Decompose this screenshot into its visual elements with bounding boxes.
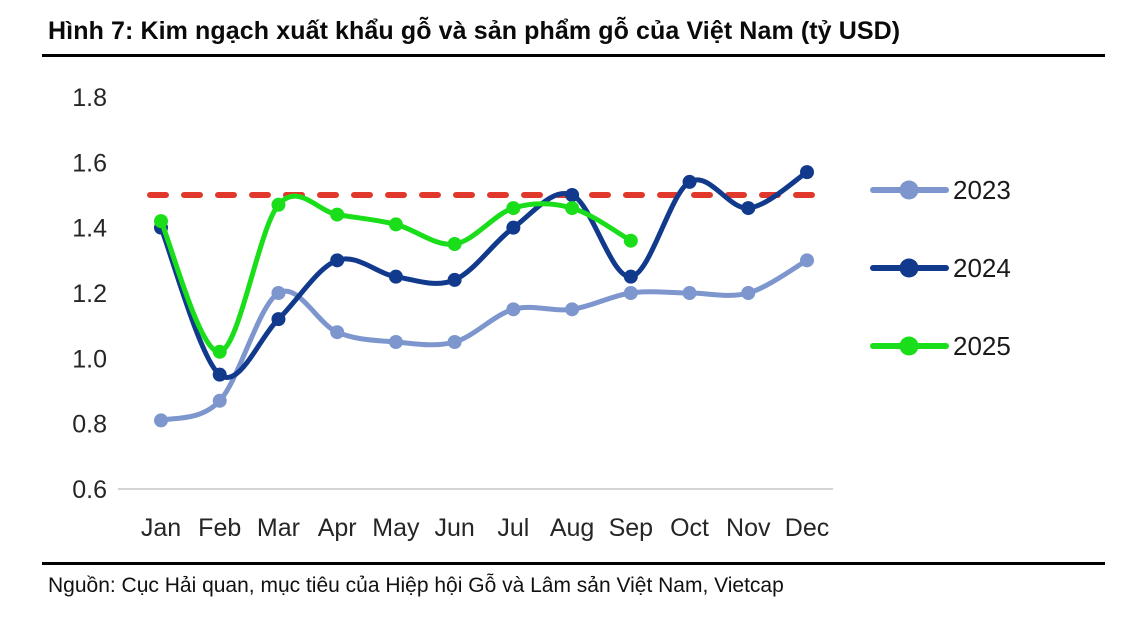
x-tick-label: Dec	[785, 514, 829, 542]
series-2023	[154, 253, 814, 428]
y-tick-label: 1.4	[72, 215, 107, 243]
point-2024-Sep	[623, 269, 638, 284]
legend-dot-swatch	[899, 336, 919, 356]
point-2025-Aug	[565, 201, 580, 216]
legend-label: 2023	[953, 175, 1011, 205]
y-tick-label: 1.8	[72, 84, 107, 112]
point-2023-Dec	[800, 253, 814, 268]
point-2024-May	[388, 269, 403, 284]
y-tick-label: 1.6	[72, 150, 107, 178]
figure-header: Hình 7: Kim ngạch xuất khẩu gỗ và sản ph…	[42, 0, 1105, 58]
point-2025-Feb	[212, 345, 227, 360]
point-2024-Nov	[741, 201, 756, 216]
point-2023-May	[388, 335, 403, 350]
point-2023-Jun	[447, 335, 462, 350]
point-2023-Jul	[506, 302, 521, 317]
y-tick-label: 0.6	[72, 476, 107, 504]
chart-svg: 1.8 1.6 1.4 1.2 1.0 0.8 0.6 Jan Feb Mar Apr May Jun J…	[72, 84, 1011, 542]
point-2025-May	[388, 217, 403, 232]
point-2024-Jun	[447, 273, 462, 288]
legend-item-2025: 2025	[870, 331, 1011, 361]
x-tick-label: Nov	[726, 514, 771, 542]
point-2025-Jan	[154, 214, 168, 229]
x-tick-label: Sep	[609, 514, 653, 542]
point-2024-Aug	[565, 188, 580, 203]
point-2024-Apr	[330, 253, 345, 268]
y-tick-label: 0.8	[72, 411, 107, 439]
point-2024-Jul	[506, 220, 521, 235]
legend-item-2023: 2023	[870, 175, 1011, 205]
point-2024-Mar	[271, 312, 286, 327]
point-2024-Feb	[212, 367, 227, 382]
point-2023-Oct	[682, 286, 697, 301]
series-line-2023	[158, 258, 810, 424]
point-2025-Apr	[330, 207, 345, 222]
source-note: Nguồn: Cục Hải quan, mục tiêu của Hiệp h…	[48, 574, 784, 598]
point-2023-Feb	[212, 394, 227, 409]
legend-label: 2025	[953, 331, 1011, 361]
x-tick-label: Jul	[497, 514, 529, 542]
x-tick-label: Feb	[198, 514, 241, 542]
legend-label: 2024	[953, 253, 1011, 283]
figure-footer: Nguồn: Cục Hải quan, mục tiêu của Hiệp h…	[42, 562, 1105, 598]
x-tick-label: Aug	[550, 514, 594, 542]
point-2023-Sep	[623, 286, 638, 301]
point-2023-Jan	[154, 413, 168, 428]
point-2025-Mar	[271, 198, 286, 213]
x-tick-label: Oct	[670, 514, 709, 542]
point-2024-Dec	[800, 165, 814, 180]
x-tick-label: Jun	[434, 514, 474, 542]
y-tick-label: 1.0	[72, 346, 107, 374]
point-2024-Oct	[682, 175, 697, 190]
series-line-2024	[158, 169, 810, 381]
x-tick-label: Jan	[141, 514, 181, 542]
y-tick-label: 1.2	[72, 280, 107, 308]
point-2023-Apr	[330, 325, 345, 340]
x-tick-label: May	[372, 514, 420, 542]
point-2023-Nov	[741, 286, 756, 301]
chart-area: 1.8 1.6 1.4 1.2 1.0 0.8 0.6 Jan Feb Mar Apr May Jun J…	[0, 57, 1143, 562]
point-2023-Mar	[271, 286, 286, 301]
x-tick-label: Mar	[257, 514, 300, 542]
legend-item-2024: 2024	[870, 253, 1011, 283]
legend-dot-swatch	[899, 258, 919, 278]
x-tick-label: Apr	[318, 514, 357, 542]
series-2025	[154, 193, 638, 360]
point-2025-Jul	[506, 201, 521, 216]
point-2025-Jun	[447, 237, 462, 252]
point-2025-Sep	[623, 233, 638, 248]
figure-title: Hình 7: Kim ngạch xuất khẩu gỗ và sản ph…	[48, 17, 901, 45]
point-2023-Aug	[565, 302, 580, 317]
legend-dot-swatch	[899, 180, 919, 200]
